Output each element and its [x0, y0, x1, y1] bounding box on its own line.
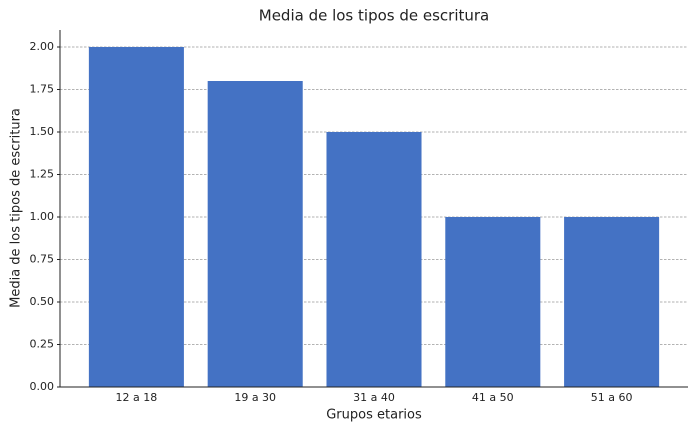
y-tick-label: 1.75 [30, 83, 55, 96]
y-tick-label: 2.00 [30, 40, 55, 53]
x-tick-label: 31 a 40 [353, 391, 395, 404]
y-tick-label: 1.25 [30, 168, 55, 181]
bar [445, 217, 541, 387]
bar [88, 47, 184, 387]
y-tick-label: 0.50 [30, 295, 55, 308]
y-tick-label: 0.25 [30, 338, 55, 351]
y-axis-label: Media de los tipos de escritura [9, 108, 24, 308]
x-tick-label: 19 a 30 [234, 391, 276, 404]
bar [564, 217, 660, 387]
chart-title: Media de los tipos de escritura [259, 7, 490, 25]
x-axis-label: Grupos etarios [326, 408, 422, 423]
x-tick-label: 41 a 50 [472, 391, 514, 404]
bar [207, 81, 303, 387]
bar [326, 132, 422, 387]
y-tick-label: 0.75 [30, 253, 55, 266]
y-tick-label: 1.50 [30, 125, 55, 138]
x-tick-label: 12 a 18 [116, 391, 158, 404]
x-tick-label: 51 a 60 [591, 391, 633, 404]
y-tick-label: 1.00 [30, 210, 55, 223]
y-tick-label: 0.00 [30, 380, 55, 393]
